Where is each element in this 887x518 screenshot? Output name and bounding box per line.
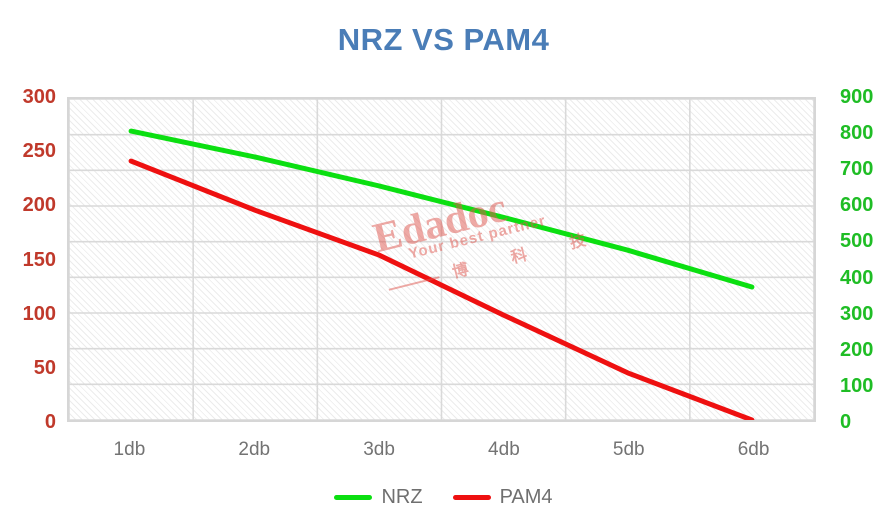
y-tick-label: 200: [840, 338, 874, 361]
y-axis-right: 0 100 200 300 400 500 600 700 800 900: [840, 87, 887, 432]
y-tick-label: 0: [44, 411, 56, 433]
chart-title: NRZ VS PAM4: [337, 22, 550, 57]
y-tick-label: 900: [840, 86, 874, 108]
y-tick-label: 250: [22, 140, 56, 163]
x-tick-label: 2db: [238, 439, 271, 460]
y-tick-label: 300: [840, 302, 874, 325]
y-tick-label: 100: [840, 374, 874, 397]
y-tick-label: 600: [840, 194, 874, 217]
x-tick-label: 4db: [488, 439, 520, 460]
legend-swatch-icon: [452, 494, 491, 500]
y-tick-label: 300: [22, 86, 56, 108]
legend-label: NRZ: [381, 486, 423, 508]
y-tick-label: 800: [840, 122, 874, 145]
y-tick-label: 200: [22, 194, 56, 217]
legend-item-pam4: PAM4: [452, 486, 553, 508]
legend: NRZ PAM4: [0, 486, 887, 508]
series-line-nrz: [128, 128, 755, 290]
y-tick-label: 100: [22, 302, 56, 325]
y-axis-left: 0 50 100 150 200 250 300: [8, 87, 56, 432]
y-tick-label: 400: [840, 266, 874, 289]
x-tick-label: 3db: [363, 439, 395, 460]
x-axis: 1db 2db 3db 4db 5db 6db: [67, 437, 816, 465]
y-tick-label: 500: [840, 230, 874, 253]
y-tick-label: 150: [22, 248, 56, 271]
plot-area: [67, 97, 816, 422]
plot-svg: [69, 99, 814, 420]
y-tick-label: 700: [840, 158, 874, 181]
series-line-pam4: [128, 158, 755, 420]
y-tick-label: 0: [840, 411, 852, 433]
legend-item-nrz: NRZ: [334, 486, 423, 508]
x-tick-label: 1db: [113, 439, 146, 460]
legend-swatch-icon: [334, 494, 373, 500]
y-tick-label: 50: [33, 356, 56, 379]
x-tick-label: 5db: [612, 439, 645, 460]
legend-label: PAM4: [499, 486, 553, 508]
x-tick-label: 6db: [737, 439, 770, 460]
